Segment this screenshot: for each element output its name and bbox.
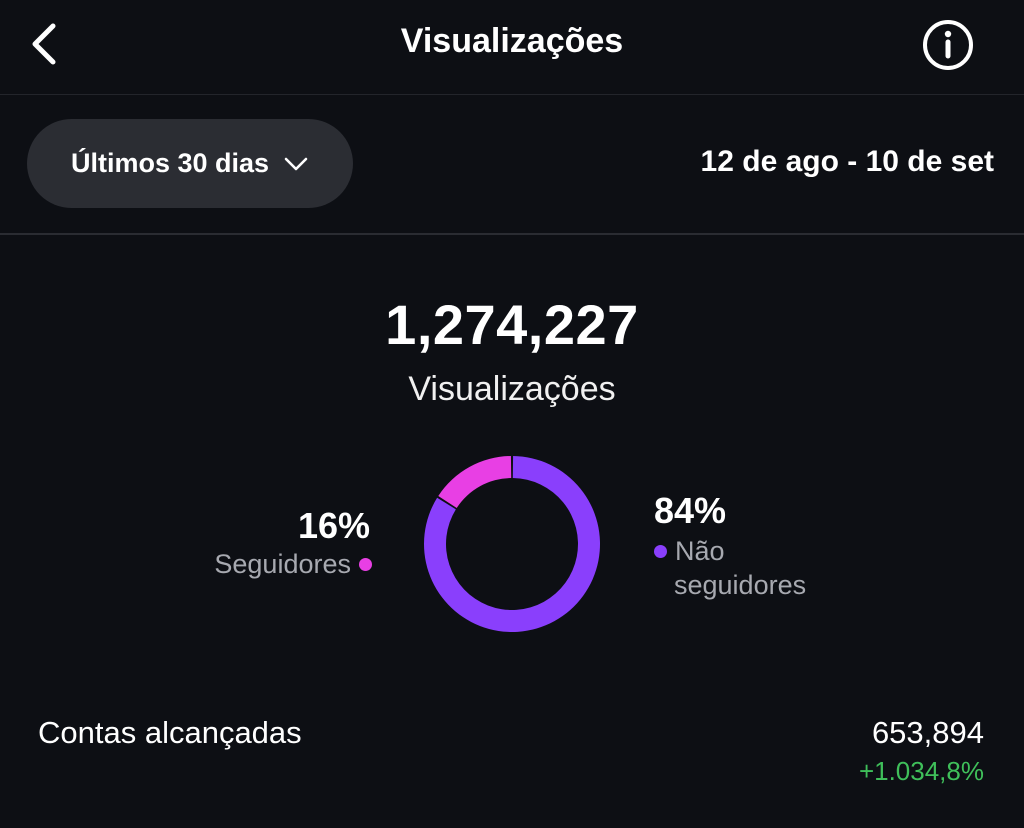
donut-chart	[424, 456, 600, 632]
date-range: 12 de ago - 10 de set	[700, 145, 994, 178]
period-selector[interactable]: Últimos 30 dias	[27, 119, 353, 208]
accounts-reached-value: 653,894	[871, 715, 984, 750]
accounts-reached-change: +1.034,8%	[858, 756, 984, 786]
followers-dot	[359, 558, 372, 571]
non-followers-label-line2: seguidores	[674, 570, 807, 600]
followers-percent: 16%	[297, 505, 370, 546]
top-bar: Visualizações	[0, 0, 1024, 95]
page-title: Visualizações	[400, 22, 624, 60]
info-circle-icon	[923, 20, 973, 70]
chevron-down-icon	[284, 157, 308, 170]
accounts-reached-label: Contas alcançadas	[38, 715, 302, 750]
non-followers-dot	[654, 544, 667, 558]
total-views-label: Visualizações	[408, 370, 616, 408]
followers-label: Seguidores	[214, 549, 351, 579]
non-followers-label-line1: Não	[675, 536, 725, 566]
donut-slice-followers	[438, 456, 512, 508]
filter-bar: Últimos 30 dias 12 de ago - 10 de set	[0, 95, 1024, 235]
back-button[interactable]	[26, 20, 66, 68]
chevron-left-icon	[32, 23, 56, 65]
legend-non-followers: 84% Não seguidores	[654, 490, 806, 602]
total-views-value: 1,274,227	[385, 293, 639, 356]
period-label: Últimos 30 dias	[70, 148, 270, 178]
info-button[interactable]	[920, 18, 976, 74]
non-followers-percent: 84%	[654, 490, 727, 531]
legend-followers: 16% Seguidores	[214, 505, 372, 580]
